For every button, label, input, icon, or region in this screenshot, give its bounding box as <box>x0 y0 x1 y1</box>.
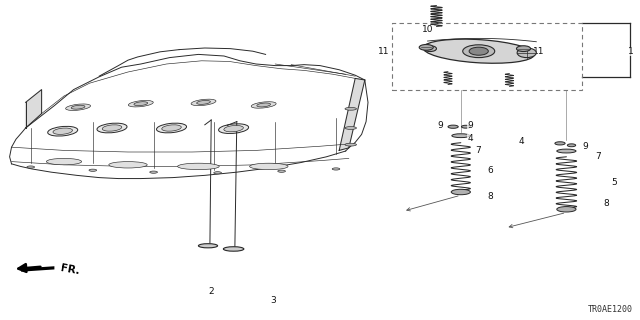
Ellipse shape <box>102 125 122 131</box>
Ellipse shape <box>557 149 576 153</box>
Text: 9: 9 <box>467 121 473 130</box>
Text: 6: 6 <box>488 166 493 175</box>
Ellipse shape <box>332 168 340 170</box>
Ellipse shape <box>250 163 288 170</box>
Text: 9: 9 <box>438 121 444 130</box>
Ellipse shape <box>191 99 216 106</box>
Ellipse shape <box>469 47 488 55</box>
Polygon shape <box>339 78 365 150</box>
Ellipse shape <box>219 124 248 133</box>
Ellipse shape <box>134 102 148 106</box>
Text: 10: 10 <box>422 25 434 34</box>
Ellipse shape <box>423 39 534 63</box>
Ellipse shape <box>223 247 244 251</box>
Ellipse shape <box>46 158 82 165</box>
Ellipse shape <box>419 44 433 50</box>
Ellipse shape <box>66 104 90 110</box>
Ellipse shape <box>71 105 85 109</box>
Polygon shape <box>21 266 54 272</box>
Text: FR.: FR. <box>60 263 81 276</box>
Ellipse shape <box>109 162 147 168</box>
Text: 3: 3 <box>270 296 276 305</box>
Ellipse shape <box>257 103 271 107</box>
Text: 8: 8 <box>488 192 493 201</box>
Ellipse shape <box>557 207 576 212</box>
Ellipse shape <box>555 142 565 145</box>
Ellipse shape <box>345 143 356 146</box>
Text: 7: 7 <box>475 146 481 155</box>
Ellipse shape <box>48 126 77 136</box>
Polygon shape <box>26 90 42 128</box>
Ellipse shape <box>278 170 285 172</box>
Text: 8: 8 <box>603 199 609 208</box>
Ellipse shape <box>162 125 181 131</box>
Ellipse shape <box>214 172 221 174</box>
Ellipse shape <box>150 171 157 173</box>
Ellipse shape <box>196 100 211 104</box>
Ellipse shape <box>97 123 127 133</box>
Ellipse shape <box>424 46 436 52</box>
Text: 11: 11 <box>378 47 389 56</box>
Ellipse shape <box>463 45 495 58</box>
Text: 5: 5 <box>611 178 617 187</box>
Ellipse shape <box>451 189 470 195</box>
Ellipse shape <box>461 125 470 128</box>
Ellipse shape <box>516 46 531 52</box>
Ellipse shape <box>53 128 72 134</box>
Ellipse shape <box>129 100 153 107</box>
Text: 9: 9 <box>582 142 588 151</box>
Ellipse shape <box>568 144 576 147</box>
Bar <box>392 23 582 90</box>
Text: TR0AE1200: TR0AE1200 <box>588 305 632 314</box>
Ellipse shape <box>448 125 458 128</box>
Ellipse shape <box>345 108 356 110</box>
Text: 11: 11 <box>532 47 544 56</box>
Ellipse shape <box>157 123 186 133</box>
Ellipse shape <box>224 125 243 132</box>
Text: 4: 4 <box>467 134 473 143</box>
Ellipse shape <box>27 166 35 168</box>
Text: 2: 2 <box>209 287 214 296</box>
Ellipse shape <box>252 102 276 108</box>
Ellipse shape <box>178 163 220 170</box>
Ellipse shape <box>198 244 218 248</box>
Ellipse shape <box>517 48 536 58</box>
Ellipse shape <box>452 134 470 138</box>
Text: 1: 1 <box>628 47 634 56</box>
Ellipse shape <box>345 127 356 129</box>
Text: 7: 7 <box>595 152 601 161</box>
Text: 4: 4 <box>518 137 524 146</box>
Ellipse shape <box>89 169 97 172</box>
